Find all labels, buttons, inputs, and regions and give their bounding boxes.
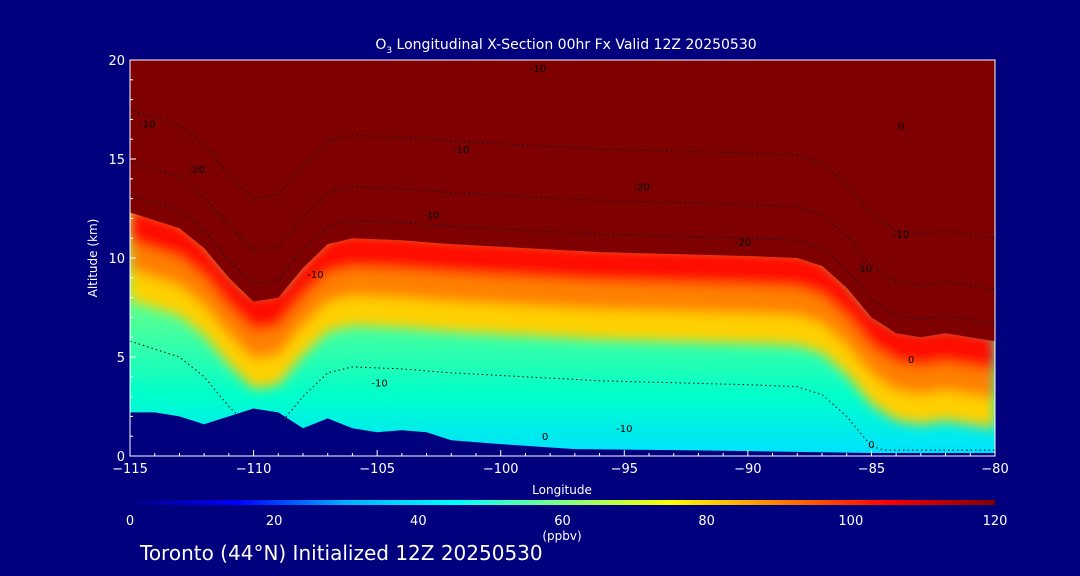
x-tick-label: −80 [981,462,1008,477]
contour-label: -10 [453,145,469,156]
concentration-bands [130,206,995,429]
colorbar-tick-label: 60 [554,514,571,529]
y-tick-label: 5 [117,351,125,366]
contour-label: -10 [307,270,323,281]
colorbar [130,500,995,505]
terrain-mask [130,408,995,456]
contour-label: -20 [735,238,751,249]
contour-label: -10 [139,119,155,130]
x-tick-label: −90 [734,462,761,477]
x-tick-label: −85 [858,462,885,477]
contour-label: -10 [616,424,632,435]
colorbar-tick-label: 0 [126,514,134,529]
contour-label: -20 [189,165,205,176]
contour-labels: -10 -10 -10 -20 -20 -10 -20 -10 -10 -10 0 0 -10 0 -10 0 [139,64,914,451]
stratosphere-region [130,60,995,342]
band-orange [130,242,995,405]
contour-label: 0 [908,355,914,366]
y-tick-label: 0 [117,450,125,465]
chart-title: O3 Longitudinal X-Section 00hr Fx Valid … [375,37,756,56]
colorbar-unit: (ppbv) [542,529,581,543]
colorbar-tick-label: 40 [410,514,427,529]
y-axis: 0 5 10 15 20 [108,54,136,465]
y-tick-label: 20 [108,54,125,69]
y-tick-label: 15 [108,153,125,168]
x-tick-label: −105 [359,462,395,477]
contour-label: -20 [633,183,649,194]
x-tick-label: −110 [236,462,272,477]
colorbar-tick-label: 100 [838,514,863,529]
x-axis-label: Longitude [532,483,592,497]
contour-label: 0 [898,121,904,132]
x-tick-label: −95 [611,462,638,477]
colorbar-tick-label: 20 [266,514,283,529]
contour-label: 0 [868,440,874,451]
x-axis: −115 −110 −105 −100 −95 −90 −85 −80 [112,450,1009,477]
colorbar-ticks: 0 20 40 60 80 100 120 [126,514,1008,529]
x-tick-label: −100 [483,462,519,477]
band-red [130,206,995,377]
plot-area: -10 -10 -10 -20 -20 -10 -20 -10 -10 -10 0 0 -10 0 -10 0 [130,60,995,456]
colorbar-tick-label: 80 [698,514,715,529]
contour-label: -10 [371,379,387,390]
contour-label: -10 [530,64,546,75]
y-axis-label: Altitude (km) [86,219,100,298]
x-tick-label: −115 [112,462,148,477]
contour-label: -10 [856,264,872,275]
contour-label: -10 [423,210,439,221]
contour-label: 0 [542,432,548,443]
footer-caption: Toronto (44°N) Initialized 12Z 20250530 [140,541,543,565]
contour-label: -10 [893,230,909,241]
y-tick-label: 10 [108,252,125,267]
colorbar-tick-label: 120 [983,514,1008,529]
band-yellow [130,269,995,429]
